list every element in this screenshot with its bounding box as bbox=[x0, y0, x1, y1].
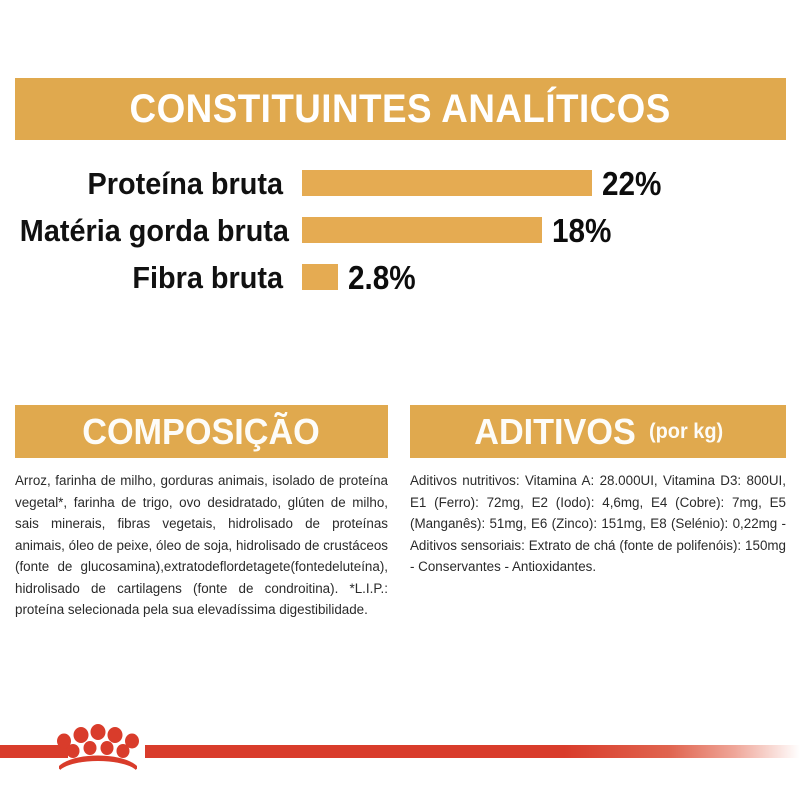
composition-banner: COMPOSIÇÃO bbox=[15, 405, 388, 458]
additives-banner-subtitle: (por kg) bbox=[649, 420, 724, 443]
analytical-constituents-chart: Proteína bruta 22% Matéria gorda bruta 1… bbox=[0, 158, 800, 308]
additives-text: Aditivos nutritivos: Vitamina A: 28.000U… bbox=[410, 473, 786, 574]
additives-banner-title: ADITIVOS bbox=[474, 410, 637, 452]
bar-fat bbox=[302, 217, 542, 243]
bar-value-fat: 18% bbox=[552, 211, 612, 249]
bar-label-fibre: Fibra bruta bbox=[132, 259, 283, 295]
composition-banner-title: COMPOSIÇÃO bbox=[82, 410, 321, 452]
bar-fibre bbox=[302, 264, 338, 290]
chart-row: Proteína bruta 22% bbox=[0, 160, 800, 206]
bar-protein bbox=[302, 170, 592, 196]
additives-banner: ADITIVOS (por kg) bbox=[410, 405, 786, 458]
bar-track: 18% bbox=[302, 214, 618, 247]
bar-value-protein: 22% bbox=[602, 164, 662, 202]
chart-row: Fibra bruta 2.8% bbox=[0, 254, 800, 300]
bar-track: 2.8% bbox=[302, 261, 423, 294]
analytical-constituents-banner: CONSTITUINTES ANALÍTICOS bbox=[15, 78, 786, 140]
bar-track: 22% bbox=[302, 167, 668, 200]
footer-rule-left bbox=[0, 745, 68, 758]
chart-row: Matéria gorda bruta 18% bbox=[0, 207, 800, 253]
bar-value-fibre: 2.8% bbox=[348, 258, 416, 296]
bar-label-fat: Matéria gorda bruta bbox=[19, 212, 289, 248]
bar-label-protein: Proteína bruta bbox=[87, 165, 283, 201]
composition-text: Arroz, farinha de milho, gorduras animai… bbox=[15, 473, 388, 617]
royal-canin-crown-logo bbox=[56, 722, 140, 770]
footer-rule-right bbox=[145, 745, 800, 758]
crown-icon bbox=[57, 724, 139, 770]
page-title: CONSTITUINTES ANALÍTICOS bbox=[129, 87, 672, 131]
